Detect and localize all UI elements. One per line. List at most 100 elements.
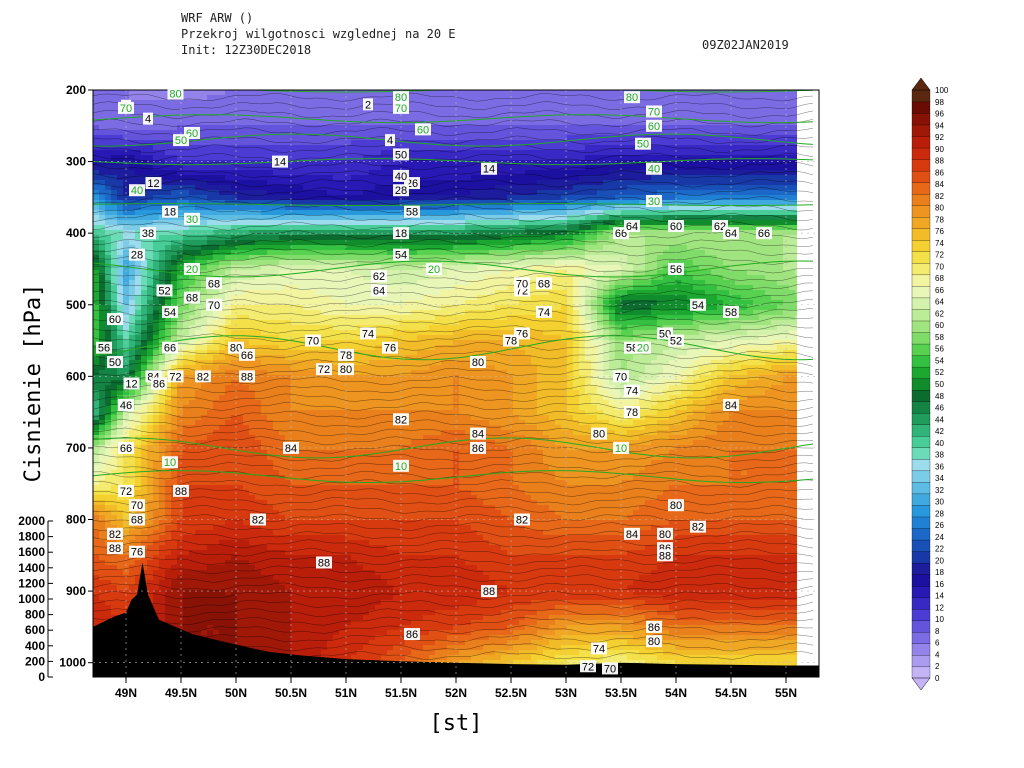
field-cell (237, 125, 244, 131)
field-cell (777, 240, 784, 246)
field-cell (747, 100, 754, 106)
field-cell (381, 180, 388, 186)
field-cell (657, 140, 664, 146)
field-cell (411, 90, 418, 96)
field-cell (477, 180, 484, 186)
field-cell (297, 165, 304, 171)
field-cell (123, 250, 130, 256)
field-cell (405, 245, 412, 251)
field-cell (681, 230, 688, 236)
field-cell (135, 285, 142, 291)
field-cell (171, 215, 178, 221)
field-cell (417, 280, 424, 286)
field-cell (291, 255, 298, 261)
field-cell (519, 250, 526, 256)
field-cell (147, 255, 154, 261)
field-cell (765, 170, 772, 176)
field-cell (321, 180, 328, 186)
field-cell (609, 200, 616, 206)
field-cell (237, 175, 244, 181)
field-cell (435, 140, 442, 146)
field-cell (735, 180, 742, 186)
field-cell (675, 240, 682, 246)
field-cell (213, 170, 220, 176)
field-cell (597, 220, 604, 226)
field-cell (783, 150, 790, 156)
field-cell (579, 130, 586, 136)
field-cell (465, 235, 472, 241)
field-cell (369, 110, 376, 116)
field-cell (111, 220, 118, 226)
field-cell (513, 140, 520, 146)
field-cell (561, 125, 568, 131)
field-cell (537, 245, 544, 251)
field-cell (585, 290, 592, 296)
field-cell (789, 155, 796, 161)
field-cell (561, 155, 568, 161)
field-cell (225, 140, 232, 146)
field-cell (621, 175, 628, 181)
field-cell (711, 210, 718, 216)
field-cell (237, 145, 244, 151)
field-cell (537, 180, 544, 186)
field-cell (567, 235, 574, 241)
field-cell (459, 155, 466, 161)
field-cell (99, 90, 106, 96)
field-cell (363, 110, 370, 116)
field-cell (627, 270, 634, 276)
field-cell (327, 250, 334, 256)
field-cell (549, 175, 556, 181)
field-cell (675, 235, 682, 241)
field-cell (315, 150, 322, 156)
field-cell (501, 140, 508, 146)
field-cell (99, 190, 106, 196)
field-cell (177, 290, 184, 296)
field-cell (615, 90, 622, 96)
field-cell (309, 190, 316, 196)
field-cell (513, 210, 520, 216)
field-cell (285, 95, 292, 101)
field-cell (789, 215, 796, 221)
field-cell (777, 130, 784, 136)
field-cell (585, 270, 592, 276)
field-cell (135, 100, 142, 106)
field-cell (423, 205, 430, 211)
field-cell (729, 110, 736, 116)
field-cell (531, 175, 538, 181)
field-cell (189, 260, 196, 266)
field-cell (429, 280, 436, 286)
field-cell (477, 135, 484, 141)
field-cell (207, 255, 214, 261)
field-cell (591, 275, 598, 281)
field-cell (141, 105, 148, 111)
field-cell (753, 170, 760, 176)
field-cell (189, 200, 196, 206)
field-cell (699, 260, 706, 266)
field-cell (687, 245, 694, 251)
field-cell (351, 275, 358, 281)
field-cell (489, 100, 496, 106)
field-cell (579, 270, 586, 276)
field-cell (555, 130, 562, 136)
field-cell (465, 95, 472, 101)
field-cell (105, 185, 112, 191)
field-cell (723, 210, 730, 216)
field-cell (561, 90, 568, 96)
field-cell (333, 185, 340, 191)
field-cell (147, 155, 154, 161)
field-cell (561, 250, 568, 256)
field-cell (363, 200, 370, 206)
field-cell (297, 220, 304, 226)
field-cell (327, 260, 334, 266)
field-cell (777, 220, 784, 226)
field-cell (705, 255, 712, 261)
field-cell (519, 140, 526, 146)
field-cell (345, 135, 352, 141)
field-cell (747, 155, 754, 161)
field-cell (207, 165, 214, 171)
field-cell (399, 140, 406, 146)
field-cell (615, 180, 622, 186)
field-cell (429, 225, 436, 231)
field-cell (657, 135, 664, 141)
field-cell (417, 240, 424, 246)
